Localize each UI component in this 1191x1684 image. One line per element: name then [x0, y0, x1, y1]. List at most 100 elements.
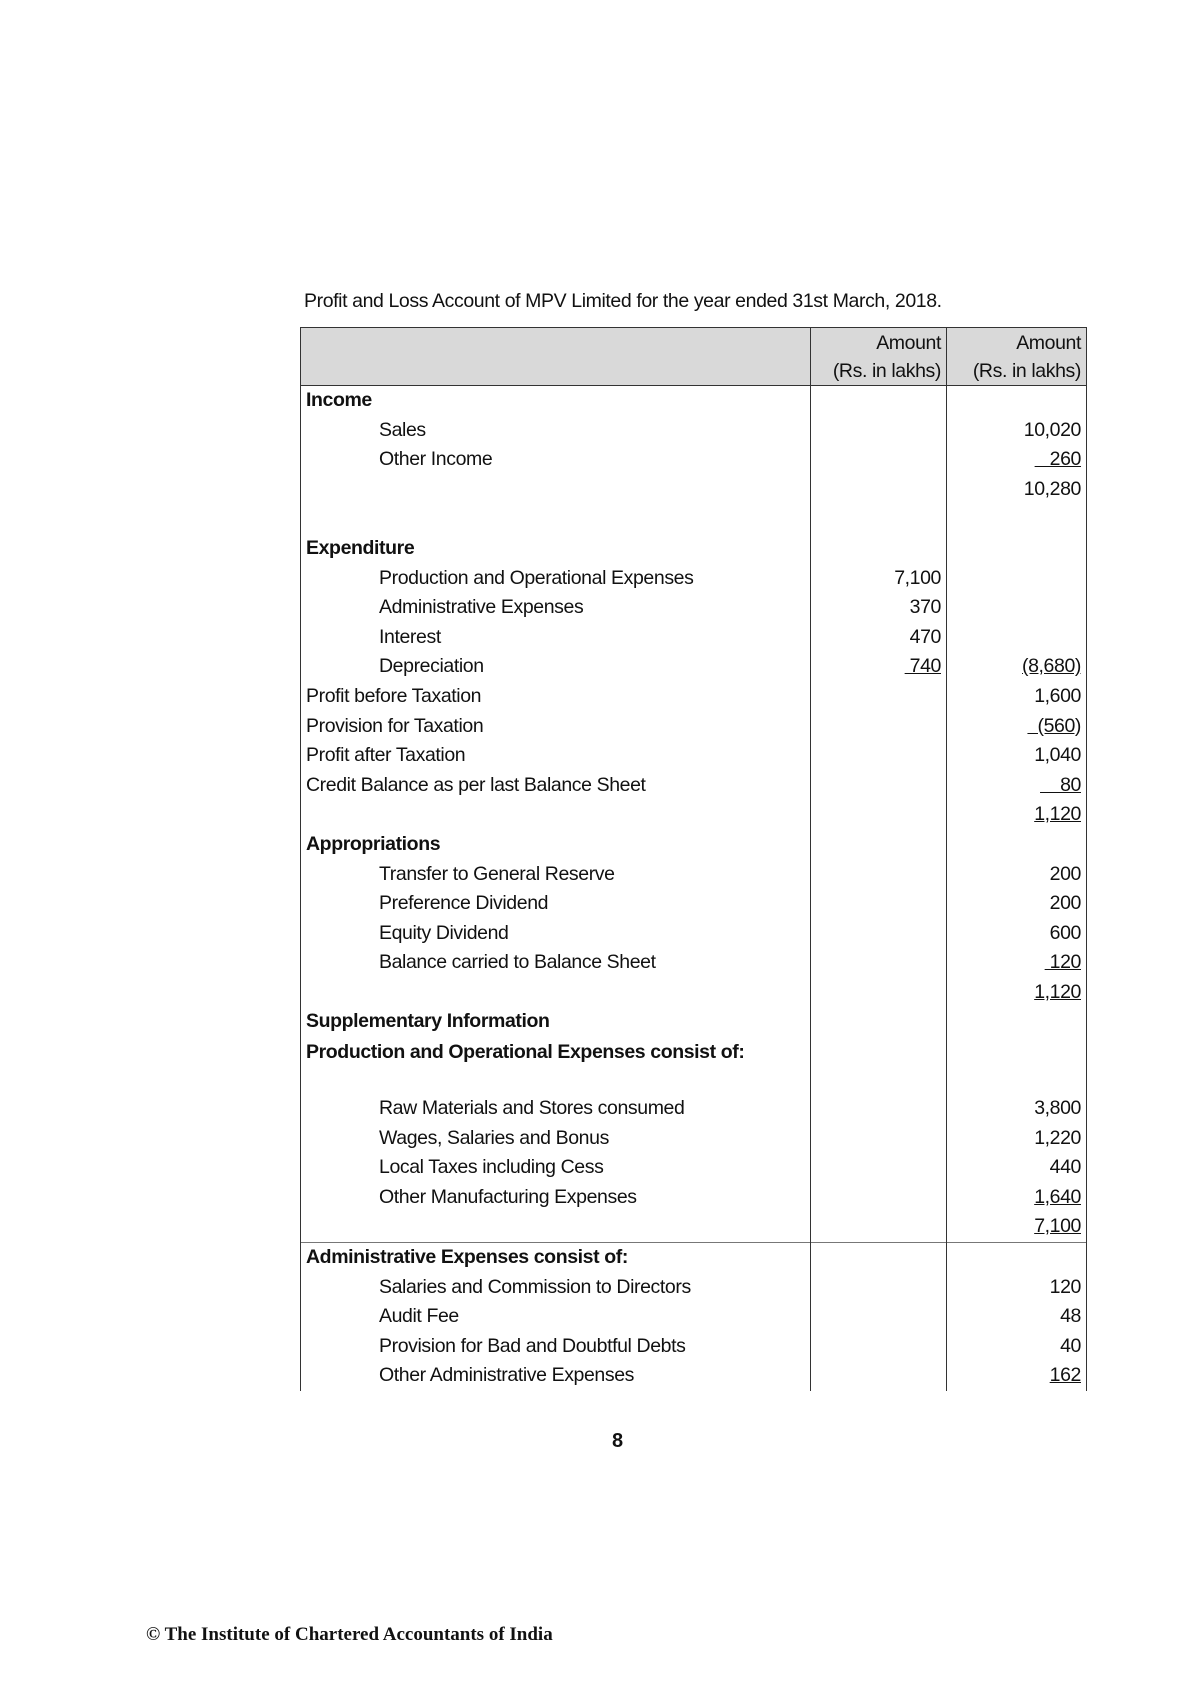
- amount-col2-text: 10,020: [1023, 418, 1082, 441]
- amount-col2: [946, 563, 1087, 594]
- amount-col2-text: 10,280: [1023, 477, 1082, 500]
- row-label-text: Profit after Taxation: [306, 744, 466, 767]
- row-label-text: Income: [306, 389, 372, 411]
- row-label-text: Appropriations: [306, 832, 441, 855]
- header-label-cell: [300, 327, 811, 386]
- amount-col2: 1,040: [946, 741, 1087, 771]
- amount-col2: [946, 385, 1087, 416]
- amount-col2: (560): [946, 711, 1087, 742]
- amount-col2: (8,680): [946, 652, 1087, 682]
- row-label-text: Transfer to General Reserve: [379, 862, 615, 885]
- row-label: Administrative Expenses: [300, 593, 811, 623]
- table-row: Expenditure: [300, 533, 1087, 564]
- table-row: Profit after Taxation 1,040: [300, 741, 1087, 771]
- amount-col1: [810, 445, 947, 475]
- amount-col2-text: 200: [1049, 892, 1082, 915]
- amount-col1: [810, 504, 947, 534]
- amount-col2: 3,800: [946, 1094, 1087, 1124]
- amount-col1: [810, 1242, 947, 1273]
- amount-col2-text: 1,120: [1034, 803, 1081, 826]
- row-label: Income: [300, 385, 811, 416]
- row-label: Profit before Taxation: [300, 681, 811, 712]
- header-col1-line1: Amount: [876, 332, 941, 354]
- row-label-text: Equity Dividend: [379, 921, 509, 944]
- table-row: Sales 10,020: [300, 415, 1087, 446]
- amount-col1-text: 7,100: [894, 566, 941, 589]
- amount-col2: [946, 1037, 1087, 1095]
- row-label: Provision for Bad and Doubtful Debts: [300, 1331, 811, 1362]
- amount-col2: 440: [946, 1153, 1087, 1183]
- row-label-text: Expenditure: [306, 536, 415, 559]
- amount-col2: 7,100: [946, 1212, 1087, 1243]
- table-row: Credit Balance as per last Balance Sheet…: [300, 770, 1087, 801]
- amount-col1: [810, 977, 947, 1008]
- amount-col2: 1,640: [946, 1182, 1087, 1213]
- amount-col1: [810, 385, 947, 416]
- amount-col2-text: 48: [1060, 1305, 1081, 1328]
- amount-col1: 7,100: [810, 563, 947, 594]
- amount-col2: 120: [946, 1272, 1087, 1303]
- table-header-row: Amount (Rs. in lakhs) Amount (Rs. in lak…: [300, 327, 1087, 386]
- row-label: Local Taxes including Cess: [300, 1153, 811, 1183]
- row-label: [300, 977, 811, 1008]
- row-label-text: Administrative Expenses consist of:: [306, 1246, 628, 1269]
- amount-col2: 10,020: [946, 415, 1087, 446]
- table-row: Interest 470: [300, 622, 1087, 653]
- row-label: Credit Balance as per last Balance Sheet: [300, 770, 811, 801]
- table-row: 7,100: [300, 1212, 1087, 1243]
- amount-col1: [810, 681, 947, 712]
- table-row: Equity Dividend 600: [300, 918, 1087, 949]
- amount-col1: [810, 1153, 947, 1183]
- amount-col2: 40: [946, 1331, 1087, 1362]
- amount-col2: 1,120: [946, 800, 1087, 830]
- amount-col2: [946, 593, 1087, 623]
- row-label: Salaries and Commission to Directors: [300, 1272, 811, 1303]
- row-label-text: Provision for Bad and Doubtful Debts: [379, 1334, 686, 1357]
- amount-col1: [810, 1182, 947, 1213]
- amount-col1: [810, 918, 947, 949]
- row-label-text: Raw Materials and Stores consumed: [379, 1097, 685, 1120]
- amount-col1: [810, 859, 947, 890]
- amount-col1: [810, 1361, 947, 1391]
- row-label: Production and Operational Expenses cons…: [300, 1037, 811, 1095]
- amount-col1: [810, 1212, 947, 1243]
- row-label-text: Other Manufacturing Expenses: [379, 1185, 637, 1208]
- amount-col2-text: 120: [1044, 951, 1082, 974]
- row-label: Provision for Taxation: [300, 711, 811, 742]
- amount-col2-text: 120: [1049, 1275, 1082, 1298]
- amount-col1: [810, 948, 947, 978]
- table-row: Administrative Expenses consist of:: [300, 1242, 1087, 1273]
- row-label: Other Manufacturing Expenses: [300, 1182, 811, 1213]
- amount-col2-text: 3,800: [1034, 1097, 1081, 1120]
- table-row: Production and Operational Expenses 7,100: [300, 563, 1087, 594]
- row-label: Equity Dividend: [300, 918, 811, 949]
- amount-col1: [810, 1331, 947, 1362]
- amount-col1: [810, 533, 947, 564]
- table-row: Administrative Expenses 370: [300, 593, 1087, 623]
- amount-col2: 1,600: [946, 681, 1087, 712]
- amount-col2: [946, 1007, 1087, 1038]
- amount-col2: [946, 829, 1087, 860]
- row-label: Supplementary Information: [300, 1007, 811, 1038]
- amount-col1: [810, 1123, 947, 1154]
- row-label-text: Credit Balance as per last Balance Sheet: [306, 773, 646, 796]
- statement-title: Profit and Loss Account of MPV Limited f…: [304, 290, 942, 312]
- row-label: [300, 800, 811, 830]
- amount-col1: [810, 1037, 947, 1095]
- amount-col2: 600: [946, 918, 1087, 949]
- table-row: Transfer to General Reserve 200: [300, 859, 1087, 890]
- row-label: [300, 474, 811, 505]
- amount-col1-text: 740: [904, 655, 942, 678]
- header-amount-col2: Amount (Rs. in lakhs): [946, 327, 1087, 386]
- amount-col2-text: 40: [1060, 1334, 1081, 1357]
- row-label: Preference Dividend: [300, 889, 811, 919]
- row-label: Raw Materials and Stores consumed: [300, 1094, 811, 1124]
- table-row: Production and Operational Expenses cons…: [300, 1037, 1087, 1095]
- amount-col2-text: (8,680): [1022, 655, 1081, 678]
- table-row: Local Taxes including Cess 440: [300, 1153, 1087, 1183]
- table-row: [300, 504, 1087, 534]
- amount-col2-text: 162: [1049, 1364, 1082, 1387]
- table-row: Depreciation 740 (8,680): [300, 652, 1087, 682]
- row-label-text: Balance carried to Balance Sheet: [379, 951, 656, 974]
- amount-col1: [810, 1094, 947, 1124]
